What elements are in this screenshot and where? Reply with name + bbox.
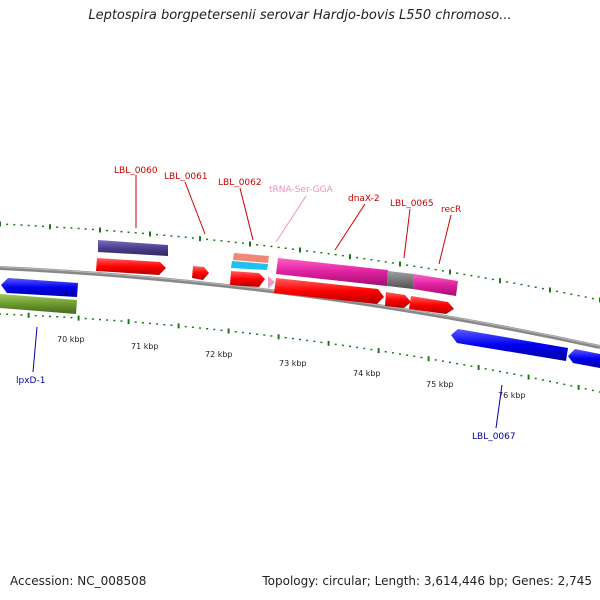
leader-lbl-0062	[239, 187, 254, 241]
gene-lbl-0062[interactable]	[230, 271, 265, 287]
feature-grey[interactable]	[387, 271, 414, 289]
feature-lbl-0062-cyan[interactable]	[231, 261, 268, 270]
feature-lbl-0060-purple[interactable]	[98, 240, 168, 256]
label-trna-ser-gga[interactable]: tRNA-Ser-GGA	[269, 185, 334, 195]
leader-lbl-0061	[184, 181, 206, 235]
label-recr[interactable]: recR	[441, 205, 461, 215]
map-title: Leptospira borgpetersenii serovar Hardjo…	[88, 8, 512, 23]
gene-recr[interactable]	[409, 296, 454, 314]
feature-lbl-0062-salmon[interactable]	[233, 253, 269, 263]
tick-label: 74 kbp	[353, 369, 381, 378]
tick-label: 70 kbp	[57, 335, 85, 344]
chromosome-backbone	[0, 266, 600, 349]
trna-ser-gga[interactable]	[268, 276, 275, 289]
leader-lbl-0067	[495, 384, 503, 429]
tick-label: 73 kbp	[279, 359, 307, 368]
tick-label: 75 kbp	[426, 380, 454, 389]
feature-lpxd-olive[interactable]	[0, 294, 77, 314]
upper-tick-ring	[0, 221, 600, 303]
label-lbl-0067[interactable]: LBL_0067	[472, 432, 516, 442]
label-lbl-0061[interactable]: LBL_0061	[164, 172, 208, 182]
genome-summary-text: Topology: circular; Length: 3,614,446 bp…	[262, 574, 592, 588]
label-lbl-0060[interactable]: LBL_0060	[114, 166, 158, 176]
accession-text: Accession: NC_008508	[10, 574, 147, 588]
label-lbl-0062[interactable]: LBL_0062	[218, 178, 262, 188]
feature-magenta-right[interactable]	[413, 274, 458, 296]
gene-dnax-2[interactable]	[274, 278, 384, 304]
leader-trna	[275, 195, 307, 243]
leader-lpxd	[32, 326, 38, 373]
gene-lpxd-1[interactable]	[1, 278, 78, 297]
leader-dnax	[334, 203, 366, 251]
tick-label: 71 kbp	[131, 342, 159, 351]
chromosome-backbone-highlight	[0, 266, 600, 347]
gene-lbl-0061[interactable]	[192, 266, 209, 280]
leader-recr	[438, 214, 452, 265]
gene-lbl-0067[interactable]	[451, 329, 568, 361]
feature-dnax-magenta[interactable]	[276, 258, 388, 286]
label-lbl-0065[interactable]: LBL_0065	[390, 199, 434, 209]
tick-label: 76 kbp	[498, 391, 526, 400]
gene-next-reverse[interactable]	[568, 349, 600, 368]
leader-lbl-0065	[403, 208, 411, 259]
gene-lbl-0060[interactable]	[96, 258, 166, 275]
gene-lbl-0065[interactable]	[385, 292, 411, 308]
label-dnax-2[interactable]: dnaX-2	[348, 194, 380, 204]
label-lpxd-1[interactable]: lpxD-1	[16, 376, 45, 386]
lower-tick-ring	[0, 312, 600, 393]
tick-label: 72 kbp	[205, 350, 233, 359]
